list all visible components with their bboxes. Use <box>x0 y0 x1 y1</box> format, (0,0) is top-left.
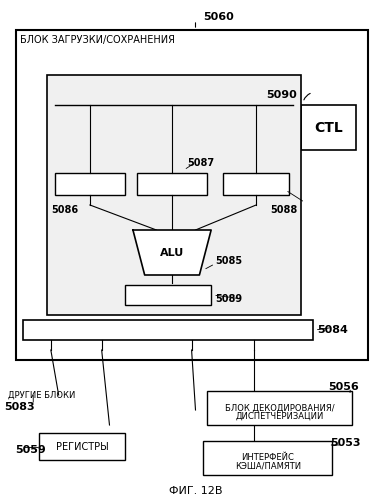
FancyBboxPatch shape <box>39 432 125 460</box>
FancyBboxPatch shape <box>55 172 125 195</box>
Text: 5085: 5085 <box>215 256 242 266</box>
Text: ФИГ. 12В: ФИГ. 12В <box>169 486 222 496</box>
Text: 5084: 5084 <box>317 325 348 335</box>
Text: БЛОК ЗАГРУЗКИ/СОХРАНЕНИЯ: БЛОК ЗАГРУЗКИ/СОХРАНЕНИЯ <box>20 35 174 45</box>
Text: 5090: 5090 <box>266 90 297 100</box>
Text: КЭША/ПАМЯТИ: КЭША/ПАМЯТИ <box>235 462 301 470</box>
FancyBboxPatch shape <box>128 289 214 309</box>
FancyBboxPatch shape <box>137 172 207 195</box>
FancyBboxPatch shape <box>125 285 211 305</box>
Text: 5056: 5056 <box>328 382 359 392</box>
Text: ИНТЕРФЕЙС: ИНТЕРФЕЙС <box>241 454 294 462</box>
Polygon shape <box>133 230 211 275</box>
FancyBboxPatch shape <box>226 176 292 199</box>
Text: 5060: 5060 <box>203 12 234 22</box>
FancyBboxPatch shape <box>47 75 301 315</box>
Text: 5086: 5086 <box>51 205 78 215</box>
Text: БЛОК ДЕКОДИРОВАНИЯ/: БЛОК ДЕКОДИРОВАНИЯ/ <box>225 404 334 412</box>
Text: CTL: CTL <box>314 120 343 134</box>
FancyBboxPatch shape <box>16 30 368 360</box>
Text: 5088: 5088 <box>270 205 297 215</box>
Text: ДРУГИЕ БЛОКИ: ДРУГИЕ БЛОКИ <box>8 390 75 400</box>
Text: 5053: 5053 <box>330 438 361 448</box>
Text: ДИСПЕТЧЕРИЗАЦИИ: ДИСПЕТЧЕРИЗАЦИИ <box>235 412 324 420</box>
Text: ALU: ALU <box>160 248 184 258</box>
FancyBboxPatch shape <box>58 176 128 199</box>
FancyBboxPatch shape <box>301 105 356 150</box>
FancyBboxPatch shape <box>207 391 352 425</box>
Text: 5089: 5089 <box>215 294 242 304</box>
Text: 5059: 5059 <box>16 445 47 455</box>
FancyBboxPatch shape <box>223 172 289 195</box>
FancyBboxPatch shape <box>203 441 332 475</box>
Text: РЕГИСТРЫ: РЕГИСТРЫ <box>56 442 108 452</box>
FancyBboxPatch shape <box>140 176 210 199</box>
FancyBboxPatch shape <box>23 320 313 340</box>
Text: 5083: 5083 <box>4 402 34 412</box>
Text: 5087: 5087 <box>188 158 215 168</box>
